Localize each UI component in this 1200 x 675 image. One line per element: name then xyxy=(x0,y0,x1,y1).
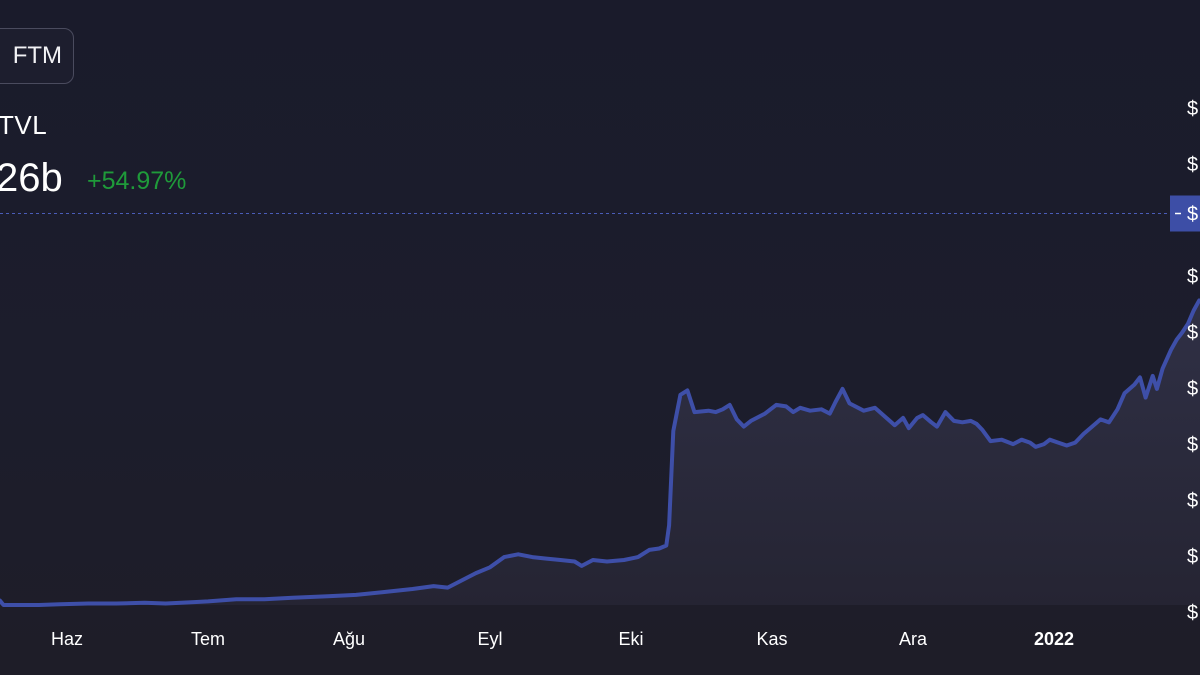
x-tick-label: Ağu xyxy=(333,629,365,649)
y-tick-label: $ xyxy=(1187,154,1198,176)
x-tick-label: Kas xyxy=(756,629,787,649)
token-selector-button[interactable]: FTM xyxy=(0,28,74,84)
series-area xyxy=(0,300,1200,605)
current-price-label: $ xyxy=(1187,204,1198,226)
y-tick-label: $ xyxy=(1187,378,1198,400)
x-tick-label: Eyl xyxy=(477,629,502,649)
token-symbol: FTM xyxy=(12,42,62,69)
y-tick-label: $ xyxy=(1187,98,1198,120)
x-tick-label: Haz xyxy=(51,629,83,649)
series-line xyxy=(0,298,1200,607)
y-tick-label: $ xyxy=(1187,266,1198,288)
x-tick-label: Ara xyxy=(899,629,928,649)
y-tick-label: $ xyxy=(1187,546,1198,568)
y-tick-label: $ xyxy=(1187,602,1198,624)
metric-label: TVL xyxy=(0,110,48,140)
x-tick-label: Eki xyxy=(618,629,643,649)
metric-value: 26b xyxy=(0,156,63,200)
metric-change: +54.97% xyxy=(87,167,187,195)
x-tick-label: Tem xyxy=(191,629,225,649)
y-tick-label: $ xyxy=(1187,434,1198,456)
x-tick-label: 2022 xyxy=(1034,629,1074,649)
y-tick-label: $ xyxy=(1187,322,1198,344)
y-tick-label: $ xyxy=(1187,490,1198,512)
